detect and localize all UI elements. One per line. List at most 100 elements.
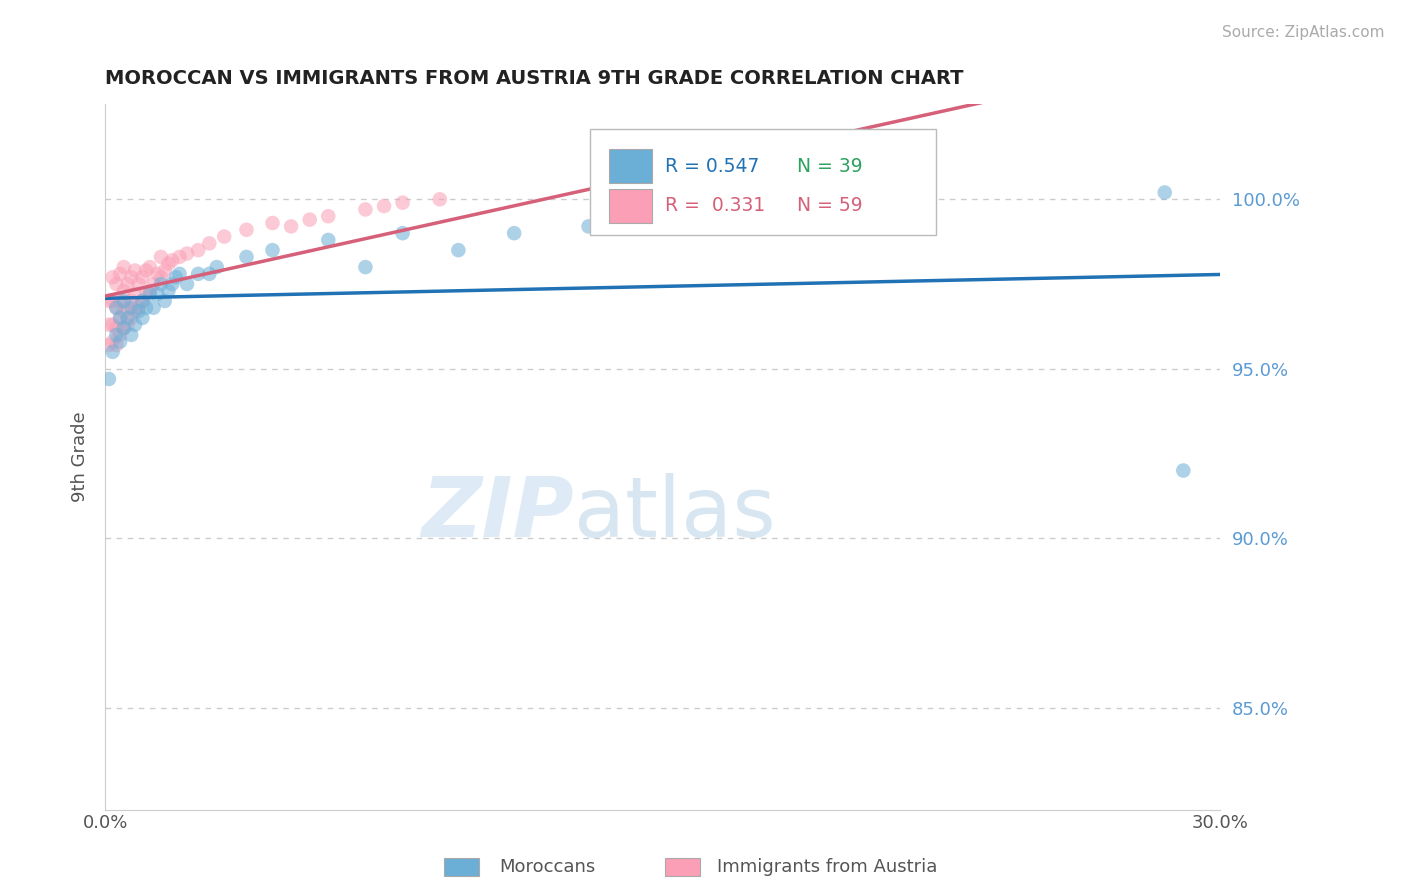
Point <box>117 301 139 315</box>
Point <box>146 287 169 301</box>
Point <box>169 250 191 264</box>
Point <box>316 209 339 223</box>
Point <box>176 277 198 291</box>
Point <box>101 270 124 285</box>
Point <box>146 267 169 281</box>
Point <box>97 372 120 386</box>
Point <box>176 246 198 260</box>
Point <box>124 304 146 318</box>
Point <box>139 284 162 298</box>
Point <box>105 301 128 315</box>
Point <box>131 310 153 325</box>
Text: N = 59: N = 59 <box>797 196 862 215</box>
Point <box>135 263 157 277</box>
Point <box>128 277 150 291</box>
Point <box>1173 463 1195 477</box>
Text: atlas: atlas <box>574 473 775 554</box>
Point <box>298 212 321 227</box>
Point <box>205 260 228 274</box>
Point <box>128 301 150 315</box>
Point <box>120 293 142 308</box>
Point <box>262 243 284 257</box>
Point <box>391 226 413 240</box>
Point <box>117 318 139 332</box>
Text: N = 39: N = 39 <box>797 157 862 176</box>
Point <box>120 270 142 285</box>
Point <box>149 277 172 291</box>
Point <box>391 195 413 210</box>
Point <box>108 327 131 342</box>
Point <box>131 293 153 308</box>
Point <box>108 293 131 308</box>
Point <box>139 287 162 301</box>
Point <box>198 267 221 281</box>
Point <box>187 267 209 281</box>
Point <box>105 327 128 342</box>
Point <box>135 287 157 301</box>
Point <box>235 250 257 264</box>
Point <box>124 287 146 301</box>
FancyBboxPatch shape <box>591 129 936 235</box>
Point <box>97 318 120 332</box>
Point <box>157 257 180 271</box>
Point <box>105 277 128 291</box>
Point <box>198 236 221 251</box>
Point <box>117 277 139 291</box>
Point <box>101 318 124 332</box>
Point <box>160 277 183 291</box>
Point <box>160 253 183 268</box>
Point <box>105 301 128 315</box>
Point <box>112 321 135 335</box>
Text: Moroccans: Moroccans <box>499 858 595 876</box>
Point <box>142 301 165 315</box>
Point <box>101 293 124 308</box>
Text: R = 0.547: R = 0.547 <box>665 157 759 176</box>
Point <box>120 310 142 325</box>
Point <box>105 321 128 335</box>
Point <box>429 192 451 206</box>
Point <box>120 327 142 342</box>
Point <box>131 270 153 285</box>
Point <box>128 304 150 318</box>
Text: Immigrants from Austria: Immigrants from Austria <box>717 858 938 876</box>
Point <box>105 338 128 352</box>
Text: ZIP: ZIP <box>420 473 574 554</box>
Point <box>447 243 470 257</box>
Point <box>112 260 135 274</box>
Point <box>578 219 600 234</box>
Point <box>112 293 135 308</box>
Point <box>169 267 191 281</box>
Text: Source: ZipAtlas.com: Source: ZipAtlas.com <box>1222 25 1385 40</box>
Point <box>316 233 339 247</box>
Point <box>262 216 284 230</box>
Point <box>97 293 120 308</box>
Point <box>139 260 162 274</box>
Point <box>503 226 526 240</box>
Point <box>149 270 172 285</box>
Point <box>108 267 131 281</box>
Point <box>117 310 139 325</box>
Point <box>131 293 153 308</box>
Point <box>120 301 142 315</box>
Point <box>112 321 135 335</box>
Point <box>153 293 176 308</box>
Point <box>112 284 135 298</box>
Point <box>818 192 841 206</box>
Point <box>373 199 395 213</box>
Point <box>112 304 135 318</box>
Y-axis label: 9th Grade: 9th Grade <box>72 411 89 502</box>
Point <box>153 263 176 277</box>
Point <box>165 270 187 285</box>
FancyBboxPatch shape <box>609 189 652 223</box>
Text: MOROCCAN VS IMMIGRANTS FROM AUSTRIA 9TH GRADE CORRELATION CHART: MOROCCAN VS IMMIGRANTS FROM AUSTRIA 9TH … <box>105 69 963 87</box>
Point <box>763 186 786 200</box>
Point <box>108 334 131 349</box>
Point <box>108 310 131 325</box>
FancyBboxPatch shape <box>609 150 652 184</box>
Point <box>135 301 157 315</box>
Point <box>212 229 235 244</box>
Point <box>124 263 146 277</box>
Point <box>1153 186 1175 200</box>
Point <box>108 310 131 325</box>
Point <box>280 219 302 234</box>
